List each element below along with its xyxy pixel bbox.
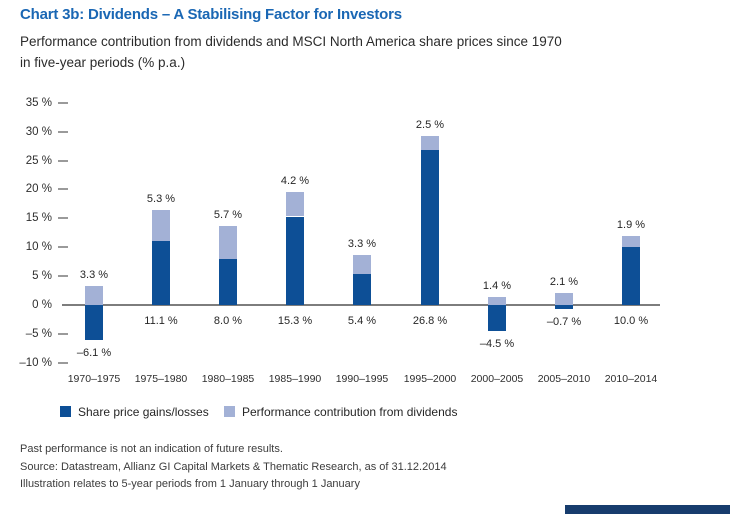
footnote-source: Source: Datastream, Allianz GI Capital M… <box>20 460 447 473</box>
dividend-value-label: 5.3 % <box>146 193 176 205</box>
y-axis-tick-mark <box>58 217 68 220</box>
page-footer-bar <box>565 505 730 514</box>
x-axis-category-label: 2000–2005 <box>470 373 524 385</box>
bar-share-price-segment <box>85 305 103 340</box>
footnote-disclaimer: Past performance is not an indication of… <box>20 443 283 455</box>
x-axis-category-label: 2005–2010 <box>537 373 591 385</box>
chart-title: Chart 3b: Dividends – A Stabilising Fact… <box>20 6 402 23</box>
x-axis-category-label: 1975–1980 <box>134 373 188 385</box>
share-price-value-label: 15.3 % <box>277 315 313 327</box>
dividend-value-label: 1.9 % <box>616 219 646 231</box>
dividend-value-label: 1.4 % <box>482 280 512 292</box>
x-axis-category-label: 1995–2000 <box>403 373 457 385</box>
y-axis-tick-mark <box>58 130 68 133</box>
share-price-value-label: 26.8 % <box>412 315 448 327</box>
y-axis-tick-label: 5 % <box>32 270 52 283</box>
dividend-value-label: 2.1 % <box>549 276 579 288</box>
y-axis-tick-label: 25 % <box>25 154 52 167</box>
bar-share-price-segment <box>555 305 573 309</box>
bar-share-price-segment <box>622 247 640 306</box>
dividend-value-label: 3.3 % <box>79 269 109 281</box>
x-axis-category-label: 1980–1985 <box>201 373 255 385</box>
legend-label-share-price: Share price gains/losses <box>78 405 209 419</box>
y-axis-tick-label: 20 % <box>25 183 52 196</box>
bar-dividend-segment <box>85 286 103 305</box>
bar-dividend-segment <box>219 226 237 259</box>
y-axis-tick-label: –5 % <box>25 327 52 340</box>
bar-share-price-segment <box>421 150 439 306</box>
bar-dividend-segment <box>286 192 304 216</box>
y-axis-tick-mark <box>58 361 68 364</box>
y-axis-tick-mark <box>58 332 68 335</box>
bar-dividend-segment <box>488 297 506 305</box>
footnote-note: Illustration relates to 5-year periods f… <box>20 478 360 490</box>
share-price-value-label: 10.0 % <box>613 315 649 327</box>
y-axis-tick-label: 30 % <box>25 125 52 138</box>
y-axis-tick-label: 15 % <box>25 212 52 225</box>
y-axis-tick-label: 0 % <box>32 299 52 311</box>
share-price-value-label: 11.1 % <box>144 315 178 327</box>
bar-share-price-segment <box>488 305 506 331</box>
dividend-value-label: 2.5 % <box>415 119 445 131</box>
y-axis-tick-mark <box>58 246 68 249</box>
y-axis-tick-label: 10 % <box>25 241 52 254</box>
x-axis-category-label: 1985–1990 <box>268 373 322 385</box>
chart-subtitle-line2: in five-year periods (% p.a.) <box>20 55 186 70</box>
x-axis-category-label: 1970–1975 <box>67 373 121 385</box>
y-axis-tick-mark <box>58 188 68 191</box>
chart-footnotes: Past performance is not an indication of… <box>20 441 447 494</box>
dividend-value-label: 3.3 % <box>347 238 377 250</box>
legend-label-dividends: Performance contribution from dividends <box>242 405 458 419</box>
dividend-value-label: 4.2 % <box>280 175 310 187</box>
y-axis-tick-mark <box>58 159 68 162</box>
dividend-value-label: 5.7 % <box>213 209 243 221</box>
legend-swatch-dividends <box>224 406 235 417</box>
chart-subtitle-line1: Performance contribution from dividends … <box>20 34 562 49</box>
bar-share-price-segment <box>152 240 170 305</box>
bar-share-price-segment <box>219 258 237 305</box>
legend-swatch-share-price <box>60 406 71 417</box>
share-price-value-label: –4.5 % <box>479 338 515 350</box>
x-axis-zero-line <box>62 304 660 306</box>
y-axis-tick-mark <box>58 275 68 278</box>
bar-share-price-segment <box>286 216 304 305</box>
y-axis-tick-label: 35 % <box>25 96 52 109</box>
bar-share-price-segment <box>353 273 371 305</box>
bar-dividend-segment <box>421 136 439 150</box>
share-price-value-label: –6.1 % <box>76 347 112 359</box>
x-axis-category-label: 2010–2014 <box>604 373 658 385</box>
chart-subtitle: Performance contribution from dividends … <box>20 31 562 73</box>
y-axis-tick-label: –10 % <box>19 356 52 369</box>
share-price-value-label: 5.4 % <box>347 315 377 327</box>
y-axis-tick-mark <box>58 101 68 104</box>
bar-dividend-segment <box>555 293 573 305</box>
share-price-value-label: 8.0 % <box>213 315 243 327</box>
x-axis-category-label: 1990–1995 <box>335 373 389 385</box>
bar-dividend-segment <box>622 236 640 247</box>
bar-dividend-segment <box>152 210 170 241</box>
share-price-value-label: –0.7 % <box>546 316 582 328</box>
bar-dividend-segment <box>353 255 371 274</box>
